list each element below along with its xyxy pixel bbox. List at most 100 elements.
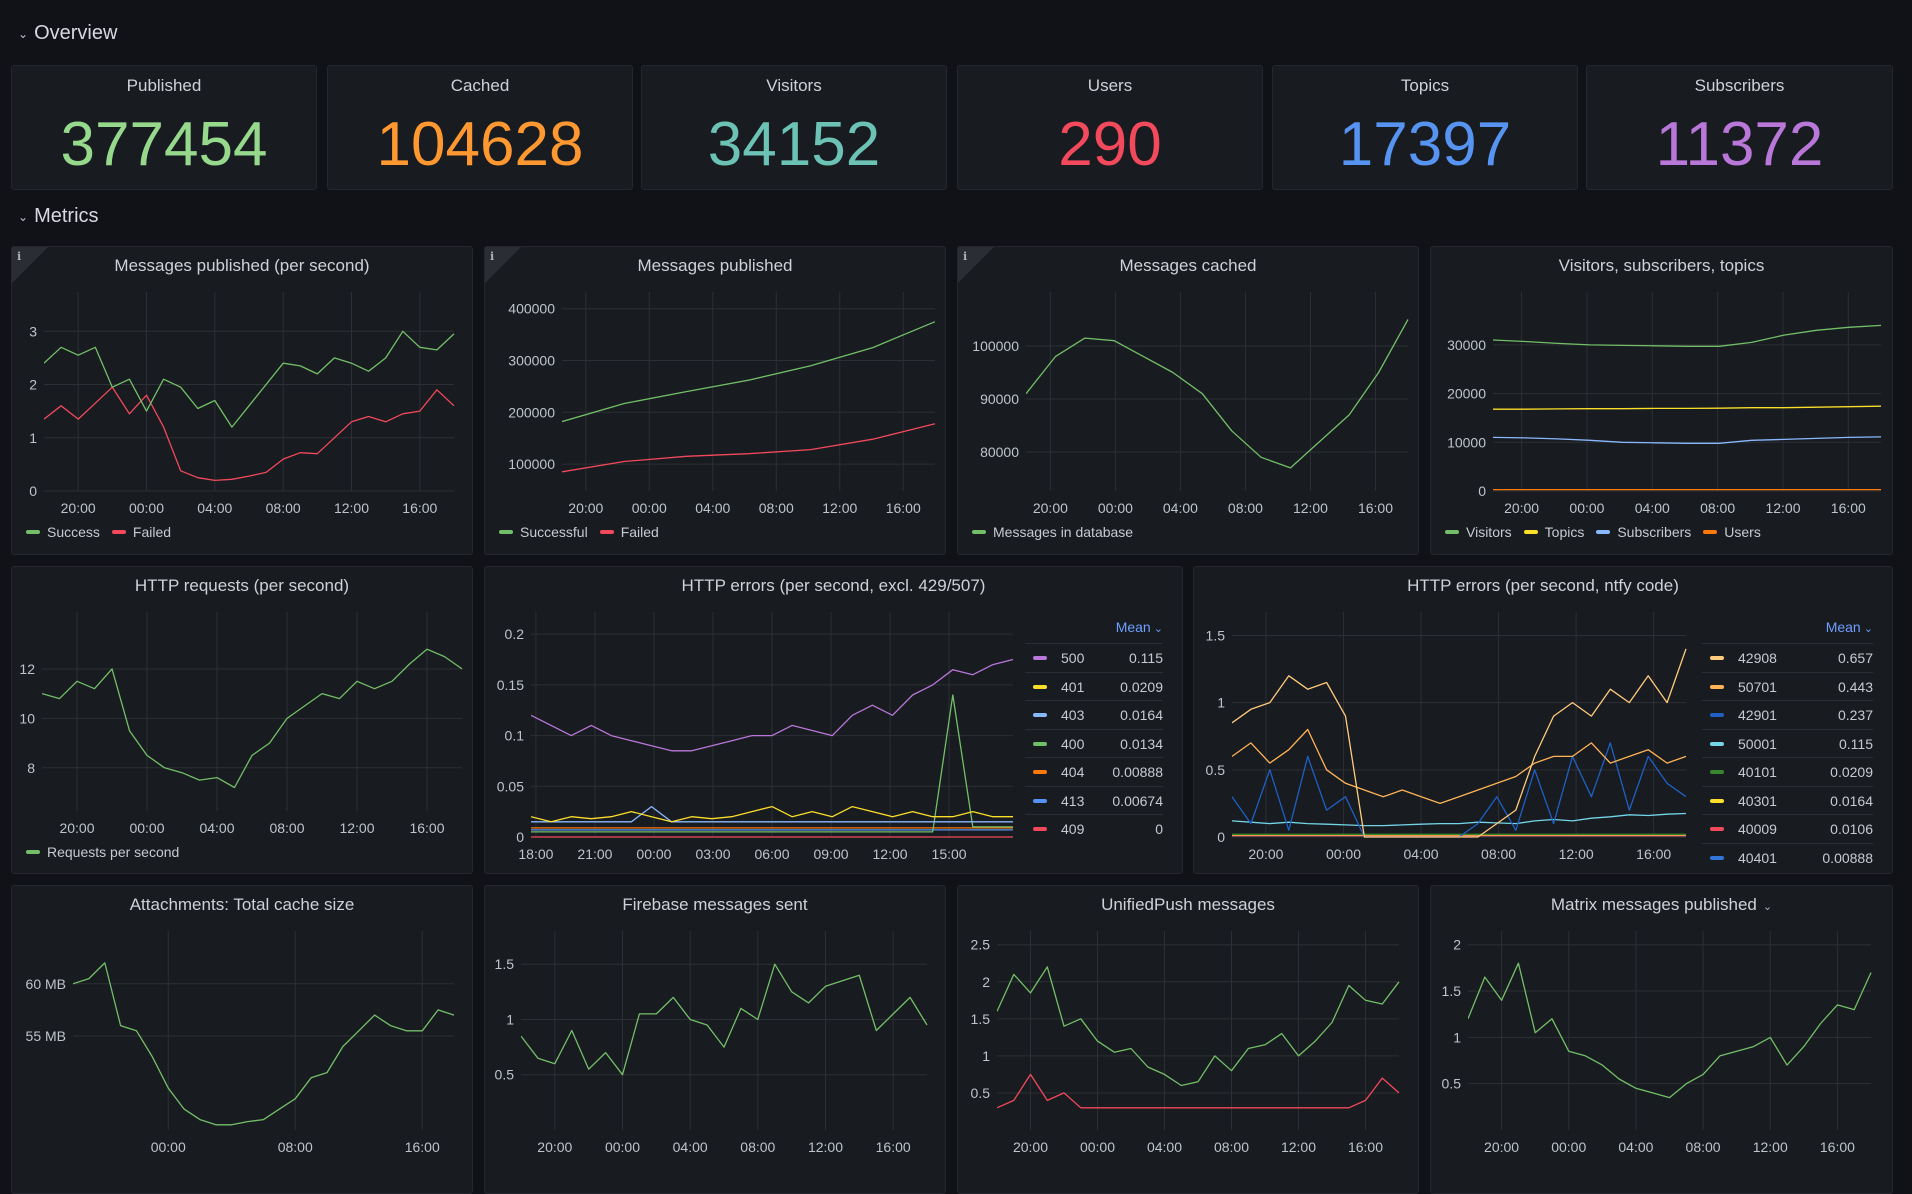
series-line-requests-per-second[interactable] bbox=[42, 648, 463, 789]
x-tick-label: 12:00 bbox=[873, 846, 908, 862]
panel-http-errors-per-second-ntfy-code[interactable]: HTTP errors (per second, ntfy code) 0 0.5 1… bbox=[1193, 566, 1893, 874]
legend-item-messages-in-database[interactable]: Messages in database bbox=[972, 524, 1133, 540]
stat-subscribers[interactable]: Subscribers 11372 bbox=[1586, 65, 1893, 190]
panel-title-text: Matrix messages published bbox=[1550, 895, 1757, 914]
x-tick-label: 04:00 bbox=[1635, 500, 1670, 516]
stat-value: 104628 bbox=[376, 110, 584, 179]
row-overview[interactable]: ⌄ Overview bbox=[18, 22, 117, 45]
series-line-subscribers[interactable] bbox=[1493, 436, 1882, 444]
legend-row-409[interactable]: 409 0 bbox=[1025, 814, 1163, 843]
legend-item-users[interactable]: Users bbox=[1703, 524, 1761, 540]
chevron-down-icon[interactable]: ⌄ bbox=[1762, 901, 1773, 913]
panel-attachments-total-cache-size[interactable]: Attachments: Total cache size 55 MB 60 MB 0… bbox=[11, 885, 473, 1194]
x-tick-label: 16:00 bbox=[1348, 1139, 1383, 1155]
panel-title[interactable]: HTTP errors (per second, excl. 429/507) bbox=[485, 576, 1182, 596]
series-line-series[interactable] bbox=[997, 1073, 1400, 1109]
legend-row-413[interactable]: 413 0.00674 bbox=[1025, 785, 1163, 815]
legend-table: Mean ⌄ 500 0.115 401 0.0209 403 0.0164 400 0.013… bbox=[1025, 619, 1163, 859]
x-tick-label: 12:00 bbox=[822, 500, 857, 516]
legend-row-42901[interactable]: 42901 0.237 bbox=[1702, 700, 1873, 729]
legend-item-failed[interactable]: Failed bbox=[599, 524, 659, 540]
series-line-50701[interactable] bbox=[1232, 728, 1687, 805]
series-line-50001[interactable] bbox=[1232, 812, 1687, 827]
legend-row-40009[interactable]: 40009 0.0106 bbox=[1702, 814, 1873, 843]
y-tick-label: 100000 bbox=[972, 338, 1019, 354]
chart-svg: 0 0.5 1 1.5 20:00 00:00 04:00 08:00 12:00 16:00 bbox=[1206, 612, 1687, 862]
legend-item-subscribers[interactable]: Subscribers bbox=[1596, 524, 1691, 540]
legend-row-40301[interactable]: 40301 0.0164 bbox=[1702, 785, 1873, 815]
stat-users[interactable]: Users 290 bbox=[957, 65, 1263, 190]
legend-row-50701[interactable]: 50701 0.443 bbox=[1702, 671, 1873, 701]
panel-http-requests-per-second[interactable]: HTTP requests (per second) 8 10 12 20:00 00:0… bbox=[11, 566, 473, 874]
legend-row-400[interactable]: 400 0.0134 bbox=[1025, 728, 1163, 758]
stat-published[interactable]: Published 377454 bbox=[11, 65, 317, 190]
info-icon[interactable]: i bbox=[963, 250, 968, 263]
panel-title[interactable]: Visitors, subscribers, topics bbox=[1431, 256, 1892, 276]
panel-http-errors-per-second-excl-429-507[interactable]: HTTP errors (per second, excl. 429/507) 0… bbox=[484, 566, 1183, 874]
panel-title[interactable]: Attachments: Total cache size bbox=[12, 895, 472, 915]
stat-cached[interactable]: Cached 104628 bbox=[327, 65, 633, 190]
series-line-42908[interactable] bbox=[1232, 648, 1687, 838]
panel-title[interactable]: Messages published (per second) bbox=[12, 256, 472, 276]
legend-swatch bbox=[1710, 684, 1724, 689]
panel-title[interactable]: Firebase messages sent bbox=[485, 895, 945, 915]
x-tick-label: 09:00 bbox=[813, 846, 848, 862]
legend-row-42908[interactable]: 42908 0.657 bbox=[1702, 643, 1873, 672]
legend-item-visitors[interactable]: Visitors bbox=[1445, 524, 1512, 540]
series-line-500[interactable] bbox=[531, 658, 1014, 752]
row-metrics[interactable]: ⌄ Metrics bbox=[18, 205, 99, 228]
panel-messages-published[interactable]: i Messages published 100000 200000 300000 400… bbox=[484, 246, 946, 555]
y-tick-label: 1 bbox=[982, 1048, 990, 1064]
stat-topics[interactable]: Topics 17397 bbox=[1272, 65, 1578, 190]
series-line-401[interactable] bbox=[531, 805, 1013, 823]
legend-item-failed[interactable]: Failed bbox=[111, 524, 171, 540]
panel-title[interactable]: HTTP errors (per second, ntfy code) bbox=[1194, 576, 1892, 596]
panel-title[interactable]: UnifiedPush messages bbox=[958, 895, 1418, 915]
series-line-403[interactable] bbox=[531, 805, 1013, 823]
legend-row-403[interactable]: 403 0.0164 bbox=[1025, 700, 1163, 729]
series-line-400[interactable] bbox=[531, 694, 1013, 833]
panel-messages-cached[interactable]: i Messages cached 80000 90000 100000 20:00 00:… bbox=[957, 246, 1419, 555]
legend-item-topics[interactable]: Topics bbox=[1523, 524, 1584, 540]
series-line-series[interactable] bbox=[997, 966, 1400, 1087]
panel-title[interactable]: Messages published bbox=[485, 256, 945, 276]
chevron-down-icon: ⌄ bbox=[18, 26, 29, 41]
panel-unifiedpush-messages[interactable]: UnifiedPush messages 0.5 1 1.5 2 2.5 20:00 00:0… bbox=[957, 885, 1419, 1194]
legend-row-40101[interactable]: 40101 0.0209 bbox=[1702, 757, 1873, 786]
series-line-series[interactable] bbox=[73, 962, 455, 1126]
legend-sort-mean[interactable]: Mean ⌄ bbox=[1116, 619, 1163, 635]
legend-row-40401[interactable]: 40401 0.00888 bbox=[1702, 842, 1873, 872]
series-line-series[interactable] bbox=[521, 963, 928, 1076]
series-line-success[interactable] bbox=[44, 330, 455, 428]
info-icon[interactable]: i bbox=[17, 250, 22, 263]
legend-label: 50701 bbox=[1738, 678, 1777, 695]
legend-row-500[interactable]: 500 0.115 bbox=[1025, 643, 1163, 672]
series-line-topics[interactable] bbox=[1493, 405, 1882, 410]
stat-visitors[interactable]: Visitors 34152 bbox=[641, 65, 947, 190]
legend-row-404[interactable]: 404 0.00888 bbox=[1025, 757, 1163, 786]
series-line-successful[interactable] bbox=[562, 321, 936, 423]
y-tick-label: 1.5 bbox=[1206, 627, 1226, 643]
legend-item-successful[interactable]: Successful bbox=[499, 524, 588, 540]
chart-svg: 0 10000 20000 30000 20:00 00:00 04:00 08:00 12:0… bbox=[1447, 292, 1882, 516]
legend-item-requests-per-second[interactable]: Requests per second bbox=[26, 844, 179, 860]
panel-firebase-messages-sent[interactable]: Firebase messages sent 0.5 1 1.5 20:00 00:00 0… bbox=[484, 885, 946, 1194]
legend-row-401[interactable]: 401 0.0209 bbox=[1025, 671, 1163, 701]
series-line-failed[interactable] bbox=[562, 423, 936, 473]
panel-title[interactable]: HTTP requests (per second) bbox=[12, 576, 472, 596]
panel-visitors-subscribers-topics[interactable]: Visitors, subscribers, topics 0 10000 20000… bbox=[1430, 246, 1893, 555]
legend-sort-mean[interactable]: Mean ⌄ bbox=[1826, 619, 1873, 635]
panel-messages-published-per-second[interactable]: i Messages published (per second) 0 1 2 3 20:0… bbox=[11, 246, 473, 555]
panel-title[interactable]: Matrix messages published ⌄ bbox=[1431, 895, 1892, 915]
info-icon[interactable]: i bbox=[490, 250, 495, 263]
series-line-failed[interactable] bbox=[44, 386, 455, 482]
panel-title[interactable]: Messages cached bbox=[958, 256, 1418, 276]
x-tick-label: 00:00 bbox=[151, 1139, 186, 1155]
series-line-series[interactable] bbox=[1468, 962, 1872, 1099]
legend-item-success[interactable]: Success bbox=[26, 524, 100, 540]
series-line-messages-in-database[interactable] bbox=[1026, 319, 1409, 469]
series-line-visitors[interactable] bbox=[1493, 324, 1882, 347]
legend-row-50001[interactable]: 50001 0.115 bbox=[1702, 728, 1873, 758]
panel-matrix-messages-published[interactable]: Matrix messages published ⌄ 0.5 1 1.5 2 20:00 0… bbox=[1430, 885, 1893, 1194]
y-tick-label: 400000 bbox=[508, 301, 555, 317]
